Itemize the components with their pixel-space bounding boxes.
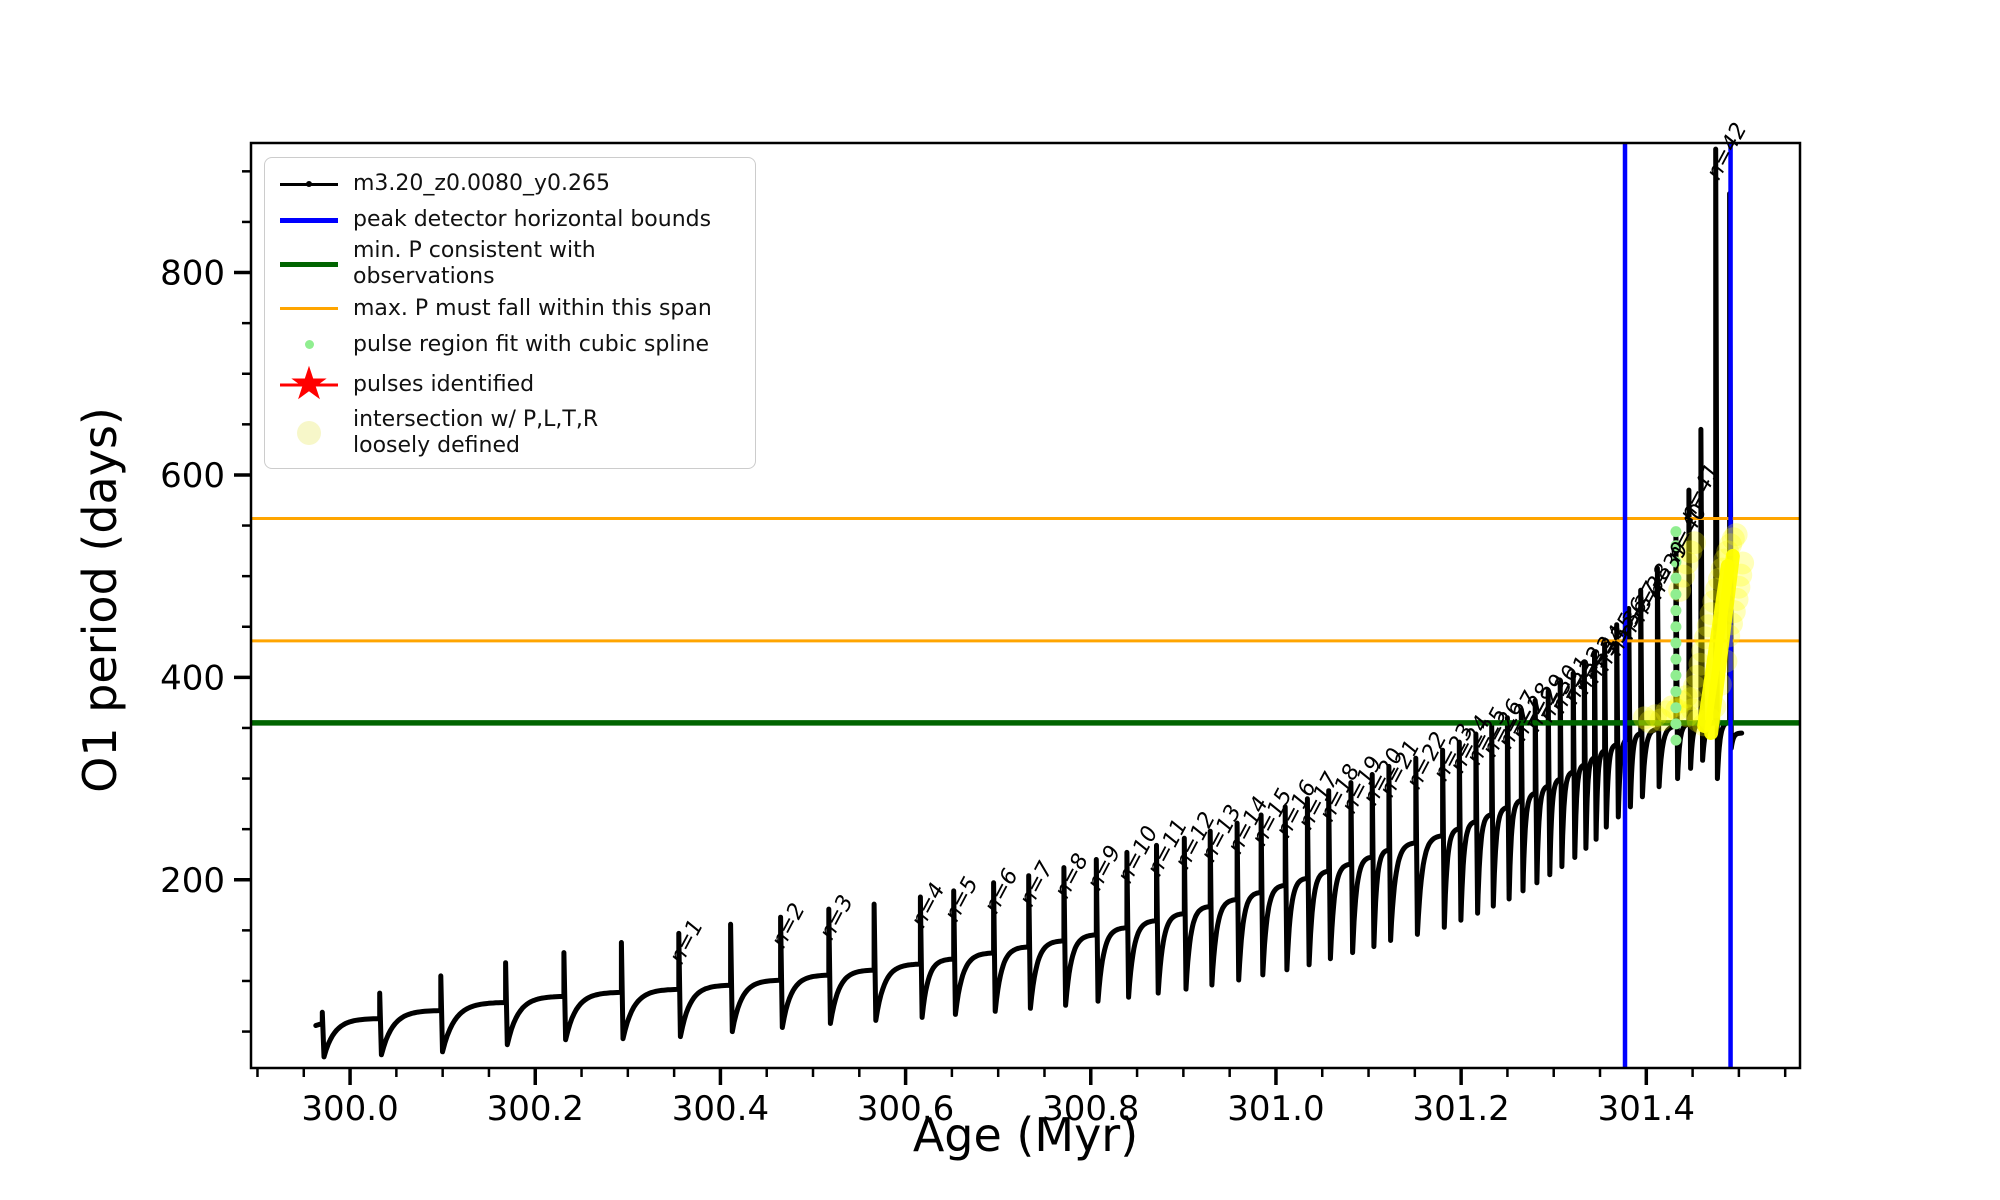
intersection-band [1704,548,1740,741]
intersection-point [1721,527,1745,551]
spline-dot [1670,572,1682,584]
pulse-label: n=5 [940,873,984,926]
spline-dot [1670,540,1682,552]
x-tick-label: 300.4 [672,1089,769,1129]
spline-dot [1670,653,1682,665]
x-tick-label: 301.2 [1412,1089,1509,1129]
spline-dot [1670,686,1682,698]
green-dot-icon [277,340,341,350]
pulse-label: n=1 [665,916,709,969]
blue-line-icon [277,217,341,223]
y-tick-label: 400 [160,658,225,698]
series-line-icon [277,181,341,187]
legend-item-pulses: ★ pulses identified [277,360,743,407]
spline-dot [1670,702,1682,714]
x-tick-label: 300.6 [857,1089,954,1129]
green-line-icon [277,261,341,267]
red-star-icon: ★ [277,360,341,407]
intersection-point [1681,698,1705,722]
legend-item-label: peak detector horizontal bounds [353,206,712,232]
intersection-point [1682,531,1706,555]
legend-item-peak-bounds: peak detector horizontal bounds [277,202,743,238]
intersection-point [1679,687,1703,711]
intersection-point [1675,704,1699,728]
intersection-points [1632,523,1755,741]
y-axis-label: O1 period (days) [73,407,127,793]
legend-item-series: m3.20_z0.0080_y0.265 [277,166,743,202]
legend-item-label: m3.20_z0.0080_y0.265 [353,170,610,196]
intersection-point [1649,708,1673,732]
intersection-point [1685,664,1709,688]
spline-dot [1670,605,1682,617]
y-tick-label: 800 [160,254,225,294]
legend-item-label: min. P consistent with observations [353,238,596,290]
intersection-point [1724,523,1748,547]
x-tick-label: 301.4 [1598,1089,1695,1129]
pulse-labels: n=1 n=2 n=3 n=4n=5n=6n=7n=8n=9n=10n=11n=12n… [665,119,1752,968]
pulse-label: n=2 [767,899,811,952]
legend-item-min-p: min. P consistent with observations [277,238,743,291]
legend-item-label: pulse region fit with cubic spline [353,331,710,357]
pulse-label: n=7 [1015,858,1059,911]
intersection-point [1675,551,1699,575]
x-tick-label: 301.0 [1227,1089,1324,1129]
yellow-dot-icon [277,421,341,446]
y-tick-label: 600 [160,456,225,496]
x-axis-label: Age (Myr) [912,1108,1139,1162]
spline-dot [1670,734,1682,746]
pulse-label: n=6 [980,865,1024,918]
legend-item-label: intersection w/ P,L,T,R loosely defined [353,406,599,459]
legend-item-label: max. P must fall within this span [353,295,712,321]
spline-dot [1670,669,1682,681]
legend-item-label: pulses identified [353,371,535,397]
spline-dot [1670,621,1682,633]
intersection-point [1679,540,1703,564]
legend-item-intersection: intersection w/ P,L,T,R loosely defined [277,407,743,460]
intersection-point [1682,674,1706,698]
series-curve [313,146,1745,1060]
orange-line-icon [277,307,341,311]
pulse-label: n=42 [1702,119,1752,184]
spline-dot [1670,718,1682,730]
intersection-point [1644,704,1668,728]
legend: m3.20_z0.0080_y0.265 peak detector horiz… [264,157,756,469]
pulse-label: n=3 [815,891,859,944]
spline-dot [1670,556,1682,568]
tick-labels: 300.0 300.2 300.4 300.6 300.8 301.0 301.2 301.4… [160,254,1695,1129]
legend-item-max-p: max. P must fall within this span [277,291,743,327]
x-tick-label: 300.2 [487,1089,584,1129]
spline-dot [1670,637,1682,649]
spline-dot [1670,588,1682,600]
intersection-point [1632,706,1656,730]
intersection-point [1638,710,1662,734]
x-tick-label: 300.8 [1042,1089,1139,1129]
y-tick-label: 200 [160,861,225,901]
spline-dot [1670,526,1682,538]
plot-frame [249,141,1802,1070]
x-tick-label: 300.0 [301,1089,398,1129]
spline-fit-dots [1670,526,1682,746]
legend-item-spline: pulse region fit with cubic spline [277,327,743,363]
axis-ticks [234,170,1787,1085]
